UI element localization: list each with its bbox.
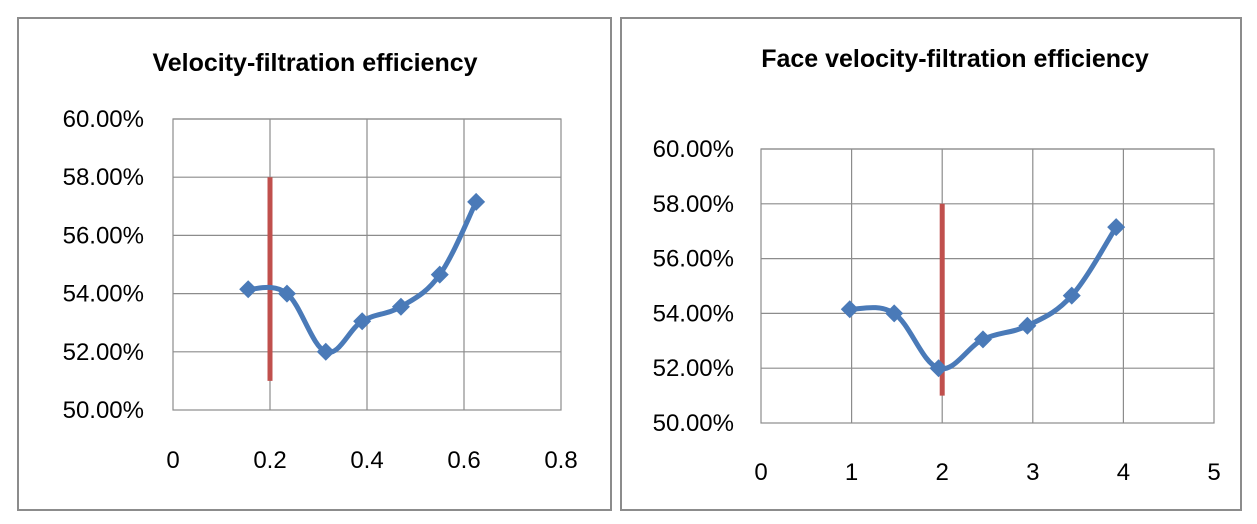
chart-title: Velocity-filtration efficiency xyxy=(152,49,477,77)
y-tick-label: 56.00% xyxy=(653,246,734,273)
y-tick-label: 56.00% xyxy=(63,222,144,249)
x-tick-label: 0 xyxy=(166,447,179,474)
data-point-marker xyxy=(467,192,486,211)
chart-panel-face-velocity: Face velocity-filtration efficiency 50.00… xyxy=(620,17,1242,511)
chart-velocity-filtration: Velocity-filtration efficiency 50.00% 52.0… xyxy=(63,49,578,474)
y-tick-label: 60.00% xyxy=(63,106,144,133)
x-tick-label: 2 xyxy=(936,459,949,486)
data-point-marker xyxy=(353,312,372,331)
data-point-marker xyxy=(1018,316,1037,335)
y-tick-label: 54.00% xyxy=(63,281,144,308)
data-point-marker xyxy=(277,284,296,303)
y-tick-label: 58.00% xyxy=(653,191,734,218)
x-tick-label: 3 xyxy=(1026,459,1039,486)
data-point-marker xyxy=(1107,218,1126,237)
y-tick-label: 52.00% xyxy=(63,339,144,366)
data-point-marker xyxy=(239,280,258,299)
y-tick-label: 52.00% xyxy=(653,355,734,382)
x-tick-label: 0.6 xyxy=(447,447,480,474)
data-point-marker xyxy=(391,297,410,316)
y-tick-label: 54.00% xyxy=(653,300,734,327)
x-tick-label: 5 xyxy=(1207,459,1220,486)
y-tick-label: 58.00% xyxy=(63,164,144,191)
x-tick-label: 0.2 xyxy=(253,447,286,474)
chart-title: Face velocity-filtration efficiency xyxy=(761,45,1149,73)
y-tick-label: 50.00% xyxy=(63,397,144,424)
x-tick-label: 1 xyxy=(845,459,858,486)
data-point-marker xyxy=(430,265,449,284)
x-tick-label: 4 xyxy=(1117,459,1130,486)
y-tick-label: 60.00% xyxy=(653,136,734,163)
data-point-marker xyxy=(885,304,904,323)
data-point-marker xyxy=(840,300,859,319)
data-point-marker xyxy=(973,330,992,349)
x-tick-label: 0 xyxy=(754,459,767,486)
chart-face-velocity-filtration: Face velocity-filtration efficiency 50.00… xyxy=(653,45,1221,486)
plot-area xyxy=(760,148,1215,424)
data-point-marker xyxy=(929,359,948,378)
x-tick-label: 0.4 xyxy=(350,447,383,474)
plot-area xyxy=(172,118,562,411)
data-point-marker xyxy=(316,342,335,361)
y-tick-label: 50.00% xyxy=(653,410,734,437)
data-point-marker xyxy=(1062,286,1081,305)
x-tick-label: 0.8 xyxy=(544,447,577,474)
chart-panel-velocity: Velocity-filtration efficiency 50.00% 52.0… xyxy=(17,17,612,511)
